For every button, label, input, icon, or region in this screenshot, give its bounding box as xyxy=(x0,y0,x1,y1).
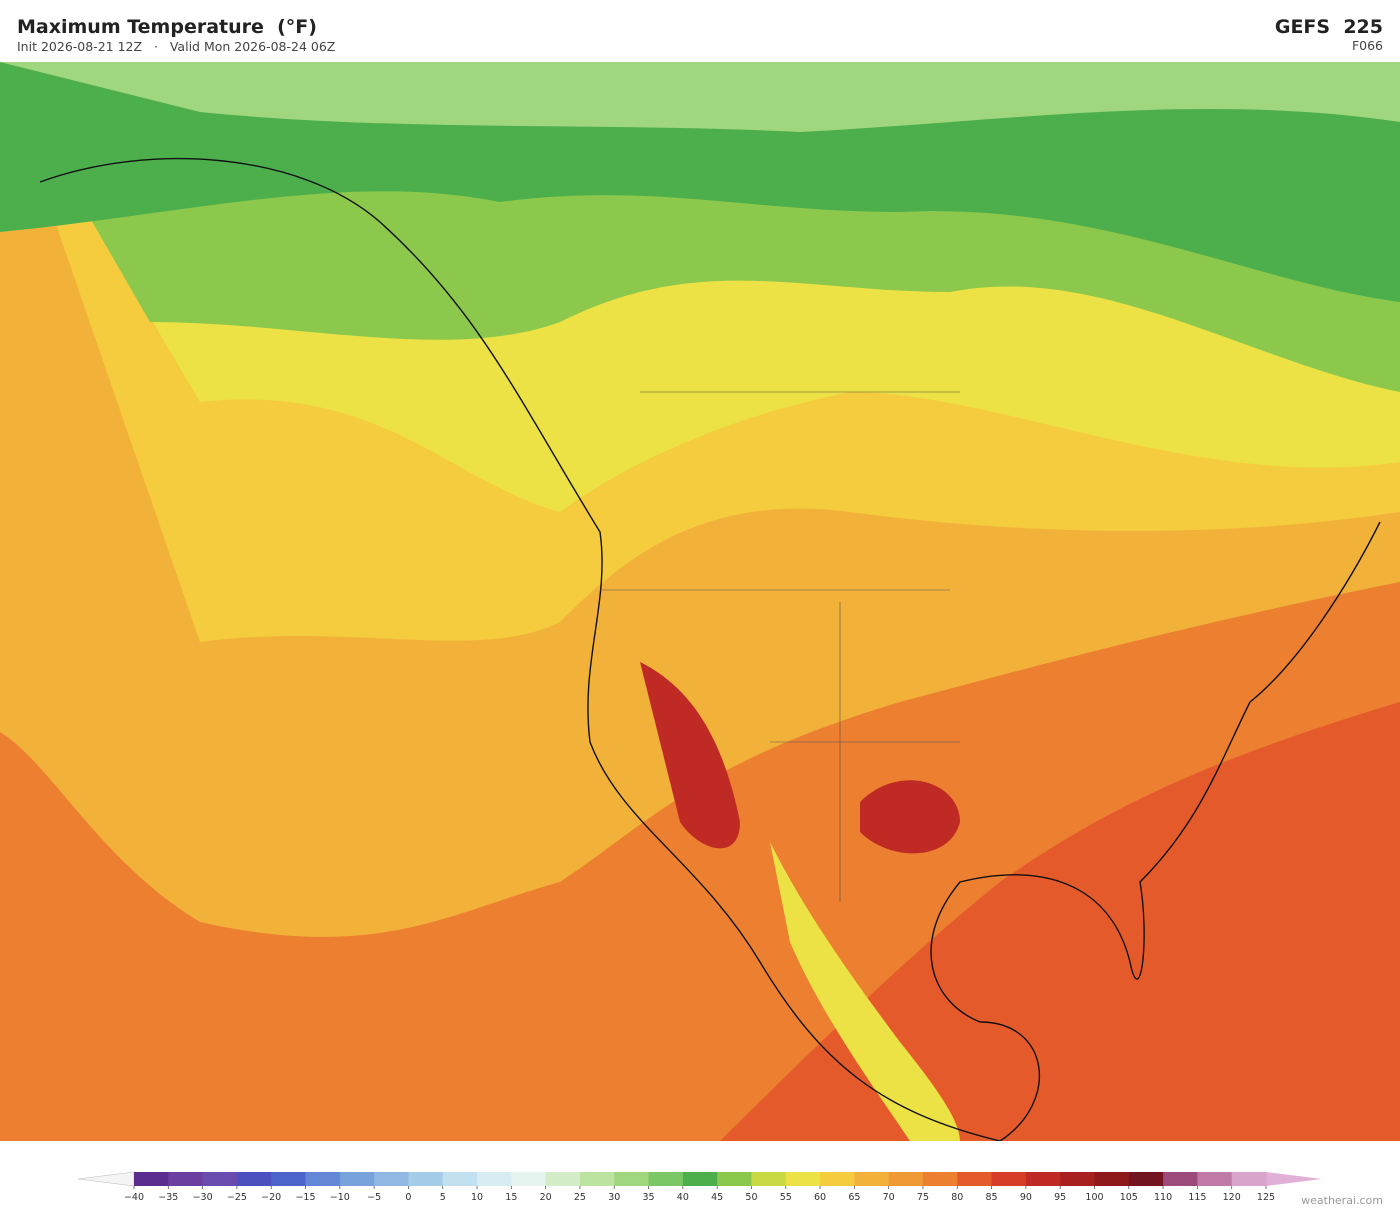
tick-label: 60 xyxy=(814,1192,826,1203)
tick-label: 65 xyxy=(848,1192,860,1203)
colorbar-bin xyxy=(579,1172,615,1186)
colorbar-bin xyxy=(1197,1172,1233,1186)
tick-label: 25 xyxy=(574,1192,586,1203)
colorbar-bin xyxy=(236,1172,272,1186)
tick-label: 70 xyxy=(883,1192,895,1203)
title: Maximum Temperature (°F) xyxy=(17,16,317,38)
colorbar-bin xyxy=(511,1172,547,1186)
colorbar-bin xyxy=(408,1172,444,1186)
tick-label: 20 xyxy=(540,1192,552,1203)
tick-label: 95 xyxy=(1054,1192,1066,1203)
colorbar-bin xyxy=(854,1172,890,1186)
tick-label: 85 xyxy=(986,1192,998,1203)
tick-label: −25 xyxy=(227,1192,247,1203)
tick-label: 120 xyxy=(1223,1192,1241,1203)
tick-label: −35 xyxy=(158,1192,178,1203)
tick-label: −40 xyxy=(124,1192,144,1203)
borders xyxy=(600,391,960,902)
tick-label: 105 xyxy=(1120,1192,1138,1203)
colorbar-bin xyxy=(991,1172,1027,1186)
colorbar-bin xyxy=(648,1172,684,1186)
tick-label: 75 xyxy=(917,1192,929,1203)
colorbar-bin xyxy=(545,1172,581,1186)
colorbar-bin xyxy=(751,1172,787,1186)
colorbar-bin xyxy=(1060,1172,1095,1186)
tick-label: 10 xyxy=(471,1192,483,1203)
forecast-hour: F066 xyxy=(1351,38,1383,53)
temp-zone xyxy=(0,62,1400,132)
map xyxy=(0,62,1400,1141)
colorbar-bin xyxy=(1163,1172,1198,1186)
colorbar-bin xyxy=(305,1172,341,1186)
mountain-zone xyxy=(770,842,960,1141)
tick-label: −10 xyxy=(330,1192,350,1203)
colorbar-bin xyxy=(374,1172,409,1186)
tick-label: −15 xyxy=(295,1192,315,1203)
tick-label: 45 xyxy=(711,1192,723,1203)
hot-spot xyxy=(640,662,740,849)
tick-label: 80 xyxy=(951,1192,963,1203)
tick-label: 90 xyxy=(1020,1192,1032,1203)
tick-label: 110 xyxy=(1154,1192,1172,1203)
subtitle: Init 2026-08-21 12Z · Valid Mon 2026-08-… xyxy=(17,39,336,54)
colorbar-bin xyxy=(271,1172,307,1186)
tick-label: 0 xyxy=(405,1192,411,1203)
colorbar-bin xyxy=(682,1172,718,1186)
colorbar-bin xyxy=(1094,1172,1130,1186)
colorbar-bin xyxy=(957,1172,993,1186)
tick-label: 125 xyxy=(1257,1192,1275,1203)
colorbar-bin xyxy=(134,1172,169,1186)
tick-label: 50 xyxy=(745,1192,757,1203)
colorbar-bin xyxy=(1231,1172,1267,1186)
tick-label: 115 xyxy=(1188,1192,1206,1203)
tick-label: −30 xyxy=(193,1192,213,1203)
colorbar-bin xyxy=(614,1172,650,1186)
colorbar-bin xyxy=(820,1172,855,1186)
coastline xyxy=(39,157,1381,1141)
tick-label: 5 xyxy=(440,1192,446,1203)
hot-spot xyxy=(860,780,960,854)
colorbar-under xyxy=(77,1171,135,1187)
model: GEFS 225 xyxy=(1274,16,1383,38)
colorbar-bin xyxy=(477,1172,512,1186)
colorbar-bin xyxy=(339,1172,375,1186)
colorbar-bin xyxy=(202,1172,238,1186)
tick-label: 15 xyxy=(505,1192,517,1203)
tick-label: 55 xyxy=(780,1192,792,1203)
colorbar-bin xyxy=(717,1172,752,1186)
tick-label: 35 xyxy=(642,1192,654,1203)
colorbar: weatherai.com −40 −35 −30 −25 −20 −15 −10 −5 0 5 1… xyxy=(77,1171,1383,1207)
tick-label: 100 xyxy=(1085,1192,1103,1203)
tick-label: −5 xyxy=(367,1192,381,1203)
colorbar-bin xyxy=(785,1172,821,1186)
tick-label: −20 xyxy=(261,1192,281,1203)
colorbar-bin xyxy=(1128,1172,1164,1186)
colorbar-bin xyxy=(922,1172,958,1186)
tick-label: 40 xyxy=(677,1192,689,1203)
colorbar-bin xyxy=(442,1172,478,1186)
colorbar-over xyxy=(1266,1172,1322,1186)
tick-label: 30 xyxy=(608,1192,620,1203)
colorbar-bin xyxy=(888,1172,924,1186)
credit: weatherai.com xyxy=(1301,1194,1383,1207)
colorbar-bin xyxy=(1025,1172,1061,1186)
colorbar-bin xyxy=(168,1172,204,1186)
